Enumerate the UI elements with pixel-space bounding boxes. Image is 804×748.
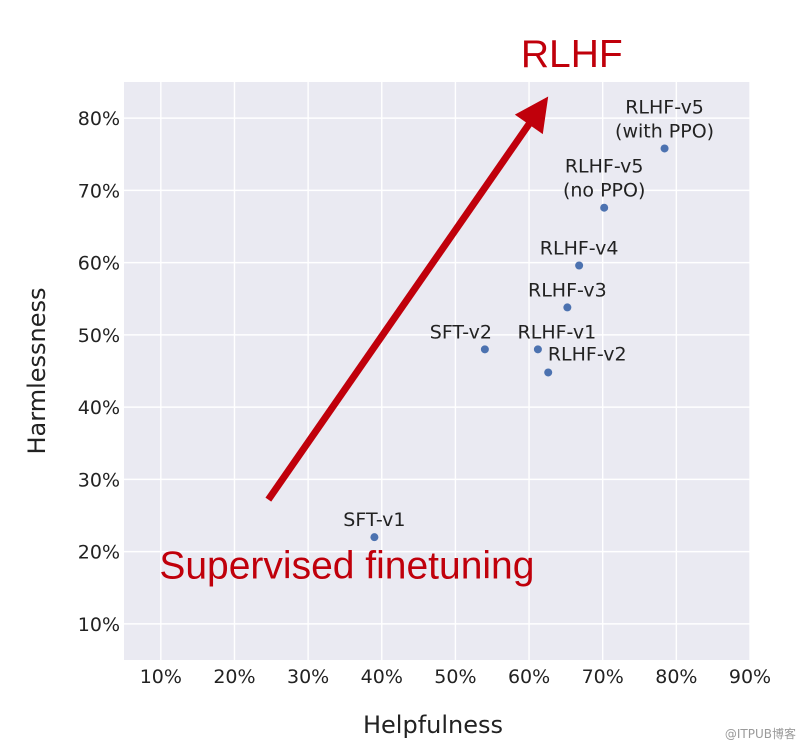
watermark: @ITPUB博客	[724, 727, 796, 741]
data-point	[533, 345, 542, 354]
y-tick-label: 70%	[78, 180, 120, 202]
x-axis-label: Helpfulness	[363, 711, 503, 739]
y-axis-label: Harmlessness	[23, 287, 51, 454]
x-tick-label: 10%	[140, 666, 182, 688]
x-tick-label: 60%	[508, 666, 550, 688]
data-point	[575, 261, 584, 270]
data-point-label: (no PPO)	[563, 180, 645, 202]
data-point-label: RLHF-v3	[528, 279, 607, 301]
y-tick-label: 10%	[78, 614, 120, 636]
data-point-label: RLHF-v5	[565, 156, 644, 178]
plot-area	[124, 82, 750, 660]
y-tick-label: 60%	[78, 253, 120, 275]
data-point-label: RLHF-v1	[518, 321, 597, 343]
arrow-shaft	[265, 120, 533, 502]
data-point	[370, 533, 379, 542]
x-tick-label: 20%	[213, 666, 255, 688]
x-tick-label: 50%	[434, 666, 476, 688]
data-point	[660, 144, 669, 153]
x-tick-label: 30%	[287, 666, 329, 688]
x-tick-label: 40%	[361, 666, 403, 688]
x-tick-label: 80%	[655, 666, 697, 688]
arrow-head	[514, 96, 549, 135]
x-tick-label: 70%	[582, 666, 624, 688]
y-tick-label: 50%	[78, 325, 120, 347]
supervised-finetuning-annotation: Supervised finetuning	[159, 544, 534, 587]
data-point	[480, 345, 489, 354]
data-point	[563, 303, 572, 312]
data-point-label: RLHF-v4	[540, 238, 619, 260]
data-point	[544, 368, 553, 377]
rlhf-annotation: RLHF	[521, 33, 623, 76]
data-point-label: SFT-v2	[430, 321, 492, 343]
y-tick-label: 40%	[78, 397, 120, 419]
y-tick-label: 30%	[78, 469, 120, 491]
y-tick-label: 20%	[78, 542, 120, 564]
y-tick-label: 80%	[78, 108, 120, 130]
x-tick-label: 90%	[729, 666, 771, 688]
data-point-label: SFT-v1	[343, 509, 405, 531]
data-point-label: RLHF-v2	[548, 343, 627, 365]
data-point-label: RLHF-v5	[625, 96, 704, 118]
data-point	[600, 203, 609, 212]
data-point-label: (with PPO)	[615, 120, 714, 142]
